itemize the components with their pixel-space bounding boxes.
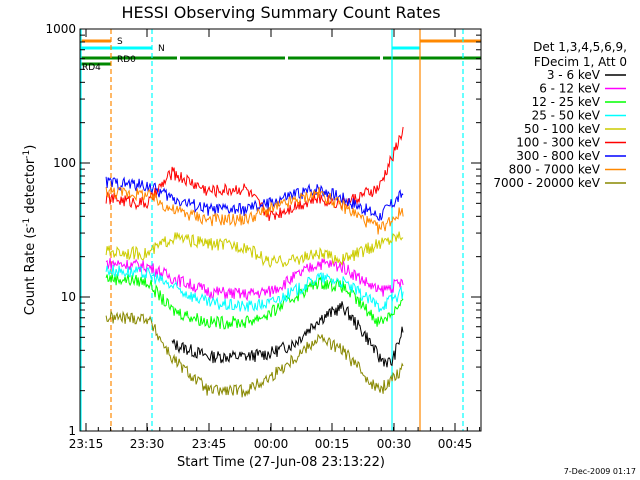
legend-label: 7000 - 20000 keV xyxy=(493,176,600,190)
x-tick-label: 00:30 xyxy=(377,437,412,451)
y-tick-label: 100 xyxy=(53,156,76,170)
y-tick-label: 1 xyxy=(68,424,76,438)
series-line xyxy=(105,258,404,302)
y-tick-label: 10 xyxy=(61,290,76,304)
plot-area: S N RD0 RD4 xyxy=(80,29,481,431)
series-line xyxy=(171,301,404,368)
y-tick-label: 1000 xyxy=(45,22,76,36)
x-tick-label: 00:15 xyxy=(315,437,350,451)
x-axis: 23:15 23:30 23:45 00:00 00:15 00:30 00:45 xyxy=(69,29,481,451)
status-bar-label: RD0 xyxy=(117,55,136,65)
legend-label: 800 - 7000 keV xyxy=(509,163,601,177)
legend-label: 50 - 100 keV xyxy=(524,122,601,136)
plot-frame xyxy=(79,28,482,432)
x-tick-label: 23:30 xyxy=(130,437,165,451)
y-axis-label: Count Rate (s-1 detector-1) xyxy=(22,145,38,316)
x-tick-label: 23:45 xyxy=(192,437,227,451)
legend-label: 12 - 25 keV xyxy=(532,95,601,109)
y-axis: 1 10 100 1000 xyxy=(45,22,481,438)
legend-label: 300 - 800 keV xyxy=(516,149,600,163)
legend-label: 6 - 12 keV xyxy=(539,82,601,96)
series-line xyxy=(105,310,404,398)
x-tick-label: 23:15 xyxy=(69,437,104,451)
x-tick-label: 00:00 xyxy=(254,437,289,451)
x-tick-label: 00:45 xyxy=(438,437,473,451)
series-line xyxy=(105,273,404,330)
series-line xyxy=(105,176,404,222)
series-line xyxy=(105,264,404,313)
series-line xyxy=(105,231,404,268)
legend-header: Det 1,3,4,5,6,9, xyxy=(533,40,627,54)
status-bar-label: N xyxy=(158,44,165,54)
legend-header: FDecim 1, Att 0 xyxy=(534,55,627,69)
status-bar-label: S xyxy=(117,37,123,47)
legend-label: 25 - 50 keV xyxy=(532,109,601,123)
legend-label: 100 - 300 keV xyxy=(516,136,600,150)
legend: Det 1,3,4,5,6,9, FDecim 1, Att 0 3 - 6 k… xyxy=(493,40,627,190)
status-bar-label: RD4 xyxy=(82,63,101,73)
series-line xyxy=(105,185,404,235)
legend-label: 3 - 6 keV xyxy=(547,68,601,82)
x-axis-label: Start Time (27-Jun-08 23:13:22) xyxy=(177,455,385,470)
footer-date: 7-Dec-2009 01:17 xyxy=(564,467,636,476)
chart-title: HESSI Observing Summary Count Rates xyxy=(121,3,440,22)
